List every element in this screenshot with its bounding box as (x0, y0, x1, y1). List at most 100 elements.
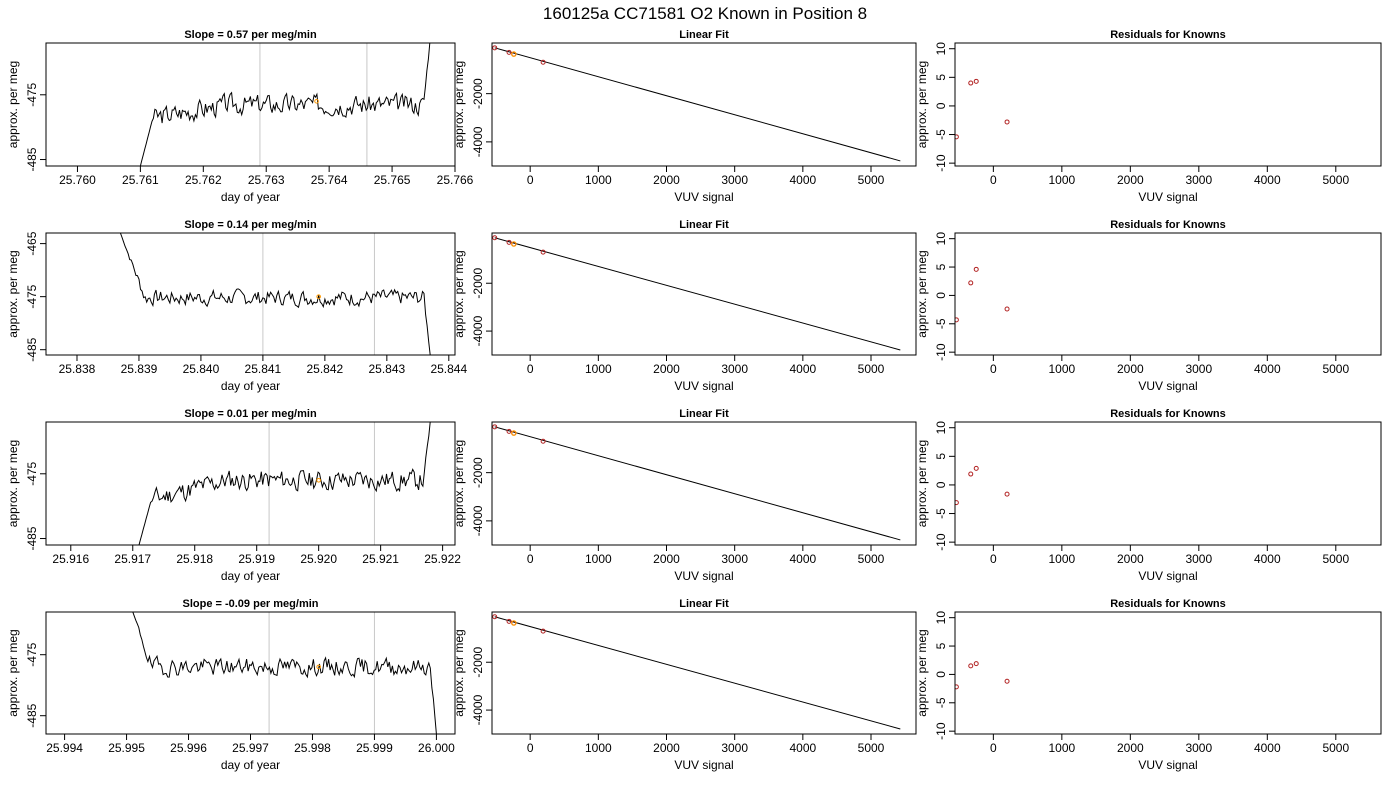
data-point (1004, 306, 1010, 312)
data-point (968, 80, 974, 86)
panel-title: Residuals for Knowns (1110, 29, 1226, 41)
x-tick-label: 2000 (1117, 741, 1144, 755)
data-trace (119, 233, 431, 355)
plot-frame (491, 611, 917, 735)
x-tick-label: 1000 (585, 173, 612, 187)
data-point (492, 424, 498, 430)
x-tick-label: 4000 (1254, 552, 1281, 566)
sample-marker (511, 51, 517, 57)
x-tick-label: 2000 (653, 173, 680, 187)
data-point (1004, 678, 1010, 684)
x-tick-label: 3000 (721, 173, 748, 187)
panel-3-1: Slope = 0.01 per meg/min day of year appro… (6, 408, 461, 583)
fit-line (494, 616, 901, 730)
data-point (968, 280, 974, 286)
x-tick-label: 25.841 (245, 362, 282, 376)
x-tick-label: 25.999 (356, 741, 393, 755)
panel-title: Linear Fit (679, 29, 729, 41)
x-tick-label: 4000 (1254, 362, 1281, 376)
plot-area (955, 465, 1010, 506)
data-point (973, 661, 979, 667)
sample-marker (316, 294, 321, 299)
panel-4-3: Residuals for Knowns VUV signal approx. pe… (915, 598, 1382, 772)
x-tick-label: 4000 (789, 173, 816, 187)
x-tick-label: 25.921 (362, 552, 399, 566)
y-tick-label: -485 (25, 703, 39, 727)
x-tick-label: 25.838 (59, 362, 96, 376)
x-tick-label: 1000 (1048, 173, 1075, 187)
x-tick-label: 25.996 (170, 741, 207, 755)
x-axis-label: VUV signal (1138, 190, 1197, 204)
data-point (506, 618, 512, 624)
sample-marker (511, 620, 517, 626)
y-tick-label: -5 (934, 129, 948, 140)
plot-area (492, 424, 901, 541)
x-axis-label: VUV signal (674, 190, 733, 204)
data-point (968, 663, 974, 669)
y-axis-label: approx. per meg (452, 61, 466, 148)
y-tick-label: -10 (934, 343, 948, 361)
x-tick-label: 25.922 (424, 552, 461, 566)
data-point (955, 317, 959, 323)
y-tick-label: -10 (934, 154, 948, 172)
data-trace (139, 43, 431, 166)
y-axis-label: approx. per meg (452, 440, 466, 527)
x-tick-label: 25.763 (248, 173, 285, 187)
panel-2-1: Slope = 0.14 per meg/min day of year appro… (6, 219, 467, 393)
x-tick-label: 0 (527, 362, 534, 376)
plot-area (132, 612, 437, 734)
plot-frame (45, 232, 456, 356)
x-tick-label: 4000 (789, 741, 816, 755)
x-tick-label: 0 (990, 741, 997, 755)
panel-3-3: Residuals for Knowns VUV signal approx. pe… (915, 408, 1382, 583)
x-tick-label: 2000 (1117, 173, 1144, 187)
x-tick-label: 5000 (1322, 362, 1349, 376)
y-tick-label: -4000 (471, 126, 485, 157)
plot-frame (45, 421, 456, 546)
y-axis-label: approx. per meg (452, 250, 466, 337)
data-point (492, 235, 498, 241)
x-axis-label: VUV signal (1138, 379, 1197, 393)
x-tick-label: 1000 (1048, 741, 1075, 755)
y-tick-label: -5 (934, 697, 948, 708)
x-tick-label: 2000 (1117, 552, 1144, 566)
x-tick-label: 0 (990, 173, 997, 187)
data-point (506, 428, 512, 434)
plot-area (955, 266, 1010, 323)
plot-area (955, 661, 1010, 690)
y-tick-label: -485 (25, 337, 39, 361)
y-tick-label: -2000 (471, 457, 485, 488)
figure-title: 160125a CC71581 O2 Known in Position 8 (543, 4, 867, 23)
panel-title: Slope = 0.14 per meg/min (184, 219, 317, 231)
x-tick-label: 25.765 (374, 173, 411, 187)
data-point (506, 49, 512, 55)
y-tick-label: 10 (934, 42, 948, 56)
panel-1-3: Residuals for Knowns VUV signal approx. pe… (915, 29, 1382, 204)
x-tick-label: 5000 (1322, 173, 1349, 187)
y-tick-label: -5 (934, 508, 948, 519)
x-tick-label: 25.760 (59, 173, 96, 187)
x-axis-label: day of year (221, 758, 280, 772)
y-axis-label: approx. per meg (452, 629, 466, 716)
panel-title: Linear Fit (679, 219, 729, 231)
x-tick-label: 3000 (1185, 552, 1212, 566)
plot-frame (45, 611, 456, 735)
plot-frame (491, 42, 917, 167)
data-point (968, 471, 974, 477)
y-axis-label: approx. per meg (6, 61, 20, 148)
y-tick-label: -4000 (471, 505, 485, 536)
x-tick-label: 25.995 (108, 741, 145, 755)
plot-area (138, 422, 431, 545)
panel-title: Slope = -0.09 per meg/min (182, 598, 318, 610)
panel-1-1: Slope = 0.57 per meg/min day of year appro… (6, 29, 474, 204)
y-tick-label: -10 (934, 533, 948, 551)
fit-line (494, 426, 901, 541)
data-point (492, 614, 498, 620)
x-tick-label: 25.919 (238, 552, 275, 566)
y-axis-label: approx. per meg (6, 250, 20, 337)
x-tick-label: 25.766 (437, 173, 474, 187)
y-axis-label: approx. per meg (6, 629, 20, 716)
data-trace (138, 422, 431, 545)
y-tick-label: 0 (934, 481, 948, 488)
x-tick-label: 1000 (585, 362, 612, 376)
